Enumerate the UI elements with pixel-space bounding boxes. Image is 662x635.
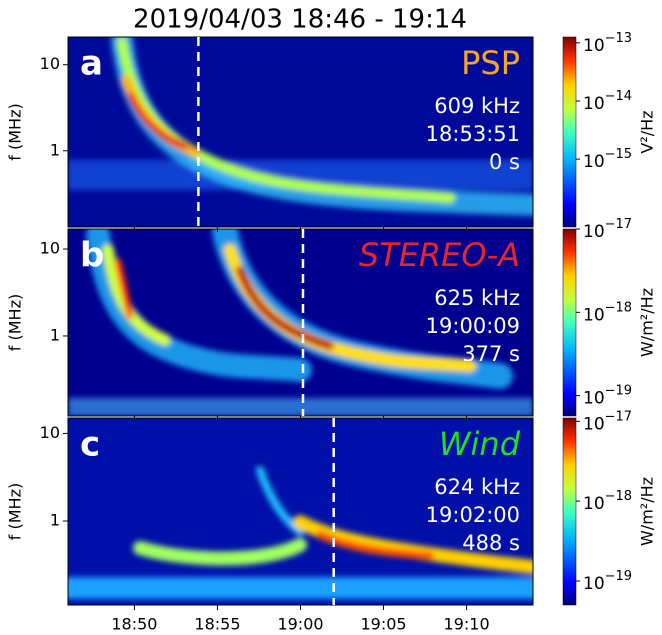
spectrogram-art [68,466,533,599]
spacecraft-name: PSP [461,44,520,82]
colorbar-tick-label: 10−14 [583,88,632,114]
y-axis-label: f (MHz) [6,483,25,540]
panel-letter: b [80,236,104,276]
x-tick-label: 19:00 [277,615,323,634]
y-tick-label: 1 [50,325,60,344]
colorbar-tick-label: 10−17 [583,217,632,243]
panel-frequency: 625 kHz [434,286,520,310]
panel-delay: 377 s [462,342,520,366]
x-tick-label: 19:10 [444,615,490,634]
x-tick-label: 18:50 [111,615,157,634]
colorbar-tick-label: 10−13 [583,30,632,56]
chart-title: 2019/04/03 18:46 - 19:14 [133,5,467,35]
panel-letter: a [80,44,103,84]
colorbar-label: W/m²/Hz [638,288,657,357]
y-axis-label: f (MHz) [6,103,25,160]
panel-letter: c [80,425,100,465]
colorbar-tick-label: 10−19 [583,568,632,594]
y-tick-label: 1 [50,140,60,159]
colorbar [562,228,577,417]
colorbar-label: W/m²/Hz [638,477,657,546]
colorbar-tick-label: 10−17 [583,409,632,435]
colorbar-tick-label: 10−18 [583,489,632,515]
panel-time: 19:02:00 [426,503,520,527]
colorbar-tick-label: 10−18 [583,300,632,326]
y-tick-label: 10 [40,239,60,258]
spectrogram-art [68,229,533,416]
spectrogram-art [68,37,533,216]
colorbar [562,36,577,228]
y-tick-label: 10 [40,54,60,73]
panel-frequency: 624 kHz [434,475,520,499]
spacecraft-name: STEREO-A [359,236,520,274]
panel-time: 19:00:09 [426,314,520,338]
panel-delay: 0 s [489,150,520,174]
y-tick-label: 10 [40,423,60,442]
y-tick-label: 1 [50,511,60,530]
colorbar-tick-label: 10−15 [583,147,632,173]
spacecraft-name: Wind [439,425,521,463]
panel-delay: 488 s [462,531,520,555]
x-tick-label: 18:55 [194,615,240,634]
panel-bg [68,418,533,605]
y-axis-label: f (MHz) [6,294,25,351]
x-tick-label: 19:05 [360,615,406,634]
colorbar-label: V²/Hz [638,110,657,153]
colorbar-tick-label: 10−19 [583,383,632,409]
panel-frequency: 609 kHz [434,94,520,118]
colorbar [562,417,577,606]
panel-time: 18:53:51 [426,122,520,146]
